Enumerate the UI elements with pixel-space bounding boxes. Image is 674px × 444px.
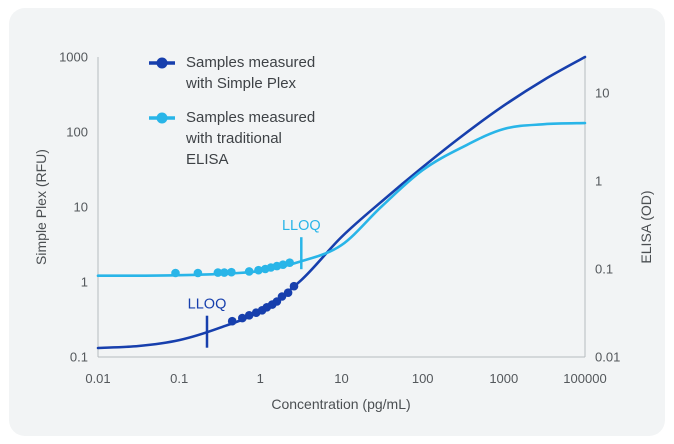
lloq-label-elisa: LLOQ (282, 218, 321, 234)
legend-dot-simple-plex (156, 57, 168, 69)
curve-simple_plex (96, 55, 587, 350)
x-axis-title: Concentration (pg/mL) (271, 396, 411, 412)
data-point-elisa (278, 260, 288, 270)
data-point-elisa (254, 265, 263, 275)
y-left-tick-label: 1 (81, 275, 88, 290)
x-tick-label: 100000 (563, 371, 606, 386)
y-left-tick-label: 10 (74, 200, 88, 215)
data-point-elisa (193, 268, 203, 278)
x-tick-label: 10 (334, 371, 348, 386)
legend-marker-simple-plex (149, 57, 175, 69)
legend-item-elisa: Samples measured with traditional ELISA (147, 107, 328, 170)
x-tick-label: 0.01 (85, 371, 110, 386)
data-point-simple_plex (289, 281, 299, 291)
x-tick-label: 1000 (489, 371, 518, 386)
x-tick-label: 1 (257, 371, 264, 386)
y-right-tick-label: 10 (595, 86, 609, 101)
y-left-tick-label: 1000 (59, 50, 88, 65)
y-right-tick-label: 1 (595, 174, 602, 189)
legend-marker-elisa (149, 112, 175, 124)
legend-label-simple-plex: Samples measured with Simple Plex (186, 54, 316, 92)
data-point-elisa (285, 258, 295, 268)
y-axis-title-right: ELISA (OD) (638, 190, 654, 264)
data-point-simple_plex (244, 311, 254, 320)
legend-dot-elisa (156, 112, 168, 124)
lloq-label-simple_plex: LLOQ (188, 297, 227, 313)
legend-label-elisa: Samples measured with traditional ELISA (186, 109, 316, 168)
y-left-tick-label: 100 (66, 125, 88, 140)
data-point-elisa (220, 268, 229, 277)
x-tick-label: 100 (412, 371, 434, 386)
y-right-tick-label: 0.1 (595, 262, 613, 277)
legend-item-simple-plex: Samples measured with Simple Plex (147, 52, 328, 94)
data-point-simple_plex (238, 313, 247, 323)
y-right-tick-label: 0.01 (595, 350, 620, 365)
y-axis-title-left: Simple Plex (RFU) (33, 149, 49, 265)
data-point-simple_plex (283, 288, 293, 298)
data-point-simple_plex (227, 316, 237, 326)
curve-elisa (96, 121, 587, 278)
data-point-elisa (244, 267, 254, 276)
chart-card (9, 8, 665, 436)
y-left-tick-label: 0.1 (70, 350, 88, 365)
data-point-elisa (213, 268, 223, 277)
x-tick-label: 0.1 (170, 371, 188, 386)
data-point-elisa (171, 268, 180, 278)
legend: Samples measured with Simple Plex Sample… (147, 52, 328, 170)
data-point-elisa (227, 267, 236, 277)
